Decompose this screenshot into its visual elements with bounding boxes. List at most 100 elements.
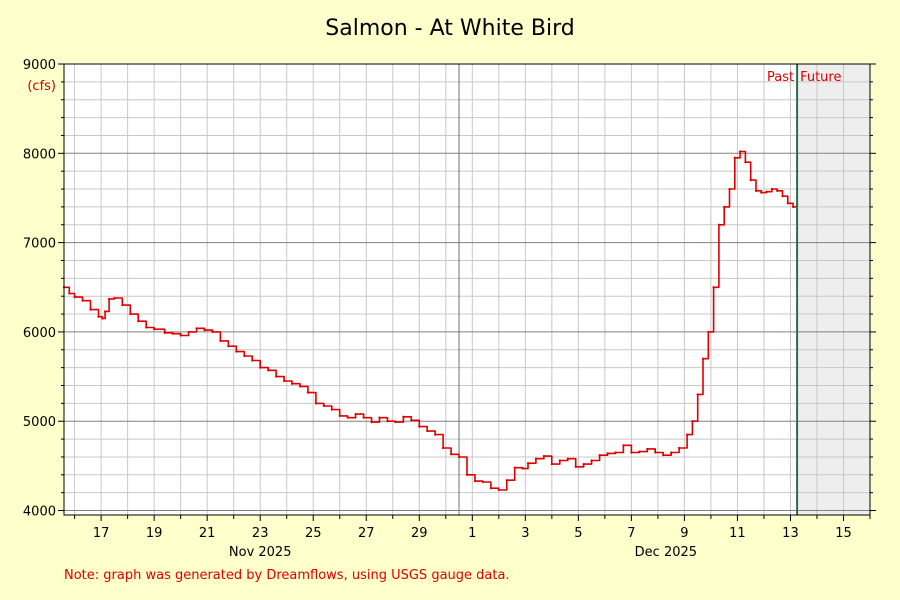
month-labels: Nov 2025 Dec 2025 [229,545,697,560]
future-region [797,64,870,515]
y-tick-label: 8000 [23,147,56,162]
future-shade [797,64,870,515]
x-tick-label: 25 [305,526,322,541]
data-point [457,455,461,459]
data-point [465,473,469,476]
minor-grid [64,64,871,515]
y-tick-labels: 9000 8000 7000 6000 5000 4000 [23,58,56,520]
series-layer [62,150,799,492]
y-tick-label: 5000 [23,415,56,430]
data-point [662,454,665,457]
data-point [733,156,736,159]
data-point [306,391,310,394]
data-point [744,161,747,164]
data-point [418,425,421,428]
y-tick-label: 9000 [23,58,56,73]
data-point [73,295,76,299]
data-point [542,454,545,458]
data-point [211,330,214,334]
data-point [434,433,437,436]
data-point [696,393,699,396]
x-tick-label: 15 [835,526,852,541]
data-point [378,416,381,419]
data-point [614,451,617,454]
data-point [598,454,601,457]
data-point [622,444,625,447]
plot-area [64,64,870,515]
data-point [691,420,694,423]
data-point [121,304,124,307]
data-point [678,446,681,450]
data-point [638,450,641,453]
data-point [497,488,500,492]
y-tick-label: 4000 [23,505,56,520]
data-point [171,332,174,335]
data-point [322,404,325,408]
data-point [267,369,270,372]
data-point [521,467,524,470]
data-point [282,379,286,383]
data-point [776,189,779,192]
month-label: Dec 2025 [635,545,697,560]
data-point [558,459,561,462]
x-tick-label: 29 [411,526,428,541]
x-tick-label: 9 [680,526,688,541]
data-point [145,326,148,329]
data-point [97,315,100,318]
data-point [707,330,710,334]
data-point [113,296,116,300]
chart-title: Salmon - At White Bird [325,16,574,41]
data-point [314,402,317,405]
data-point [765,190,768,193]
data-point [251,359,254,362]
data-point [534,457,538,460]
data-point [728,187,731,191]
data-point [574,465,577,468]
x-tick-label: 5 [574,526,582,541]
y-tick-label: 6000 [23,326,56,341]
x-tick-label: 7 [627,526,635,541]
x-tick-label: 19 [146,526,163,541]
data-point [481,480,485,484]
data-point [386,420,389,423]
x-tick-label: 27 [358,526,375,541]
data-point [187,330,190,334]
tick-marks [58,63,876,521]
data-point [402,415,405,418]
data-point [489,487,492,490]
data-point [203,329,206,332]
x-tick-label: 17 [93,526,110,541]
data-point [227,345,230,348]
data-point [717,223,720,226]
data-point [370,421,373,424]
data-point [243,354,246,358]
data-point [781,195,784,198]
data-point [137,320,140,323]
x-tick-label: 3 [521,526,529,541]
data-point [81,299,84,302]
data-point [550,462,553,466]
data-point [195,327,198,330]
data-point [723,205,726,208]
x-tick-labels: 17 19 21 23 25 27 29 1 3 5 7 9 11 13 15 [93,526,852,541]
x-tick-label: 1 [468,526,476,541]
data-point [646,447,649,451]
data-point [275,375,278,378]
data-point [330,408,333,411]
data-point [101,317,104,320]
data-point [786,202,789,205]
data-point [89,308,92,311]
plot-frame [63,63,871,516]
y-axis-unit-label: (cfs) [27,79,56,94]
data-point [259,366,262,369]
data-point [792,205,795,208]
data-point [670,451,673,454]
data-point [235,350,238,353]
data-point [179,334,182,337]
past-label: Past [767,70,794,85]
data-point [354,412,357,416]
data-point [630,451,633,454]
data-point [219,339,222,342]
data-point [410,419,413,422]
